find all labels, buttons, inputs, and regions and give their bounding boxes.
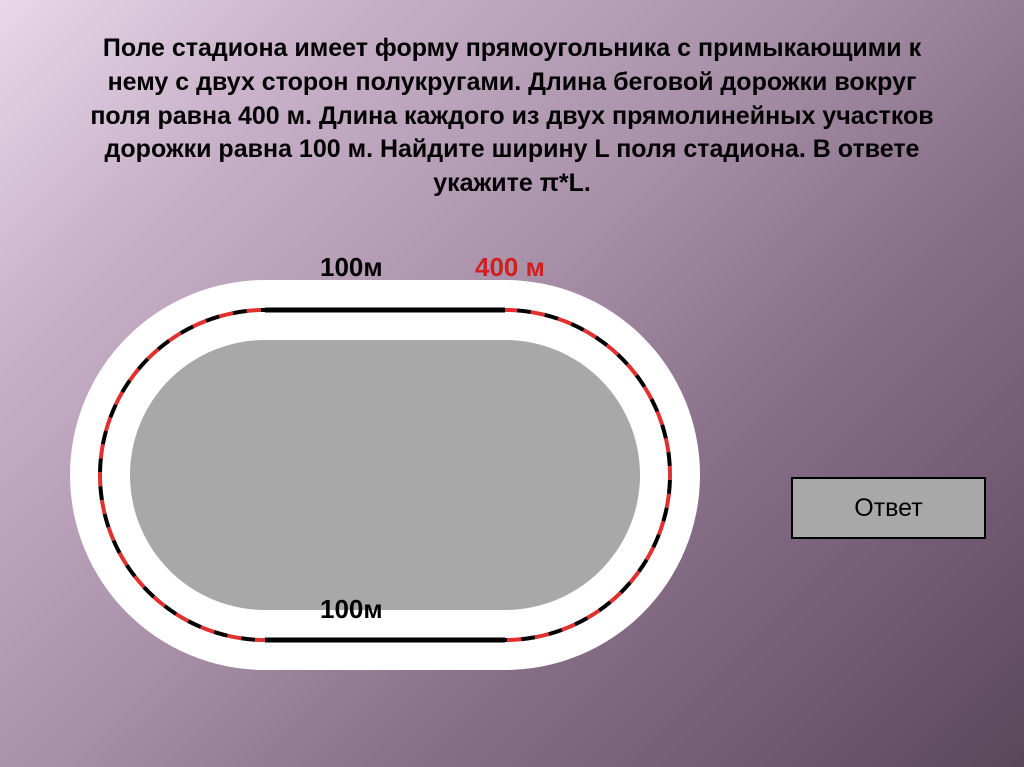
label-400m: 400 м (475, 252, 545, 283)
stadium-diagram: 100м 400 м 100м (70, 280, 700, 670)
label-top-100m: 100м (320, 252, 383, 283)
answer-label: Ответ (854, 494, 922, 523)
label-bottom-100m: 100м (320, 594, 383, 625)
inner-field (130, 340, 640, 610)
stadium-svg (70, 280, 700, 670)
problem-statement: Поле стадиона имеет форму прямоугольника… (80, 32, 944, 201)
answer-button[interactable]: Ответ (791, 477, 986, 539)
